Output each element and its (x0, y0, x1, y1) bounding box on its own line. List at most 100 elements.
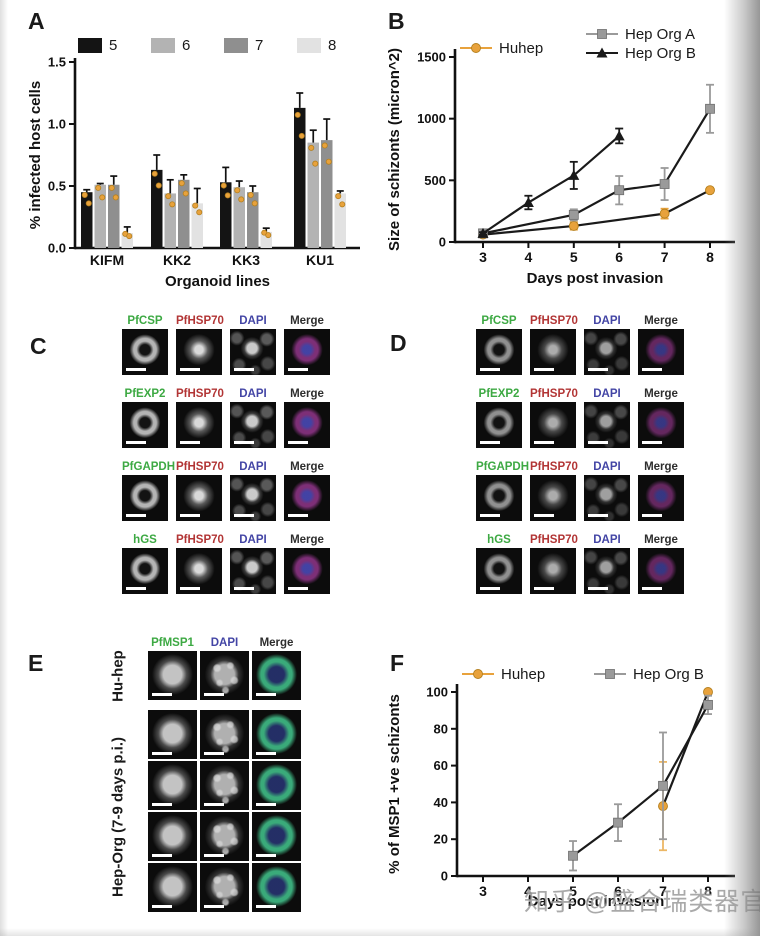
micrograph-blob (200, 863, 249, 912)
scale-bar (534, 368, 554, 371)
micrograph-cell (584, 402, 630, 448)
micrograph-cell (148, 651, 197, 700)
data-point (196, 209, 203, 216)
legend-label: Hep Org A (625, 25, 696, 43)
scale-bar (288, 368, 308, 371)
x-axis-title: Days post invasion (527, 270, 664, 287)
y-tick-label: 80 (434, 721, 448, 736)
y-tick-label: 0.0 (48, 241, 66, 256)
micrograph-blob (284, 329, 330, 375)
channel-label: Merge (290, 315, 324, 327)
micrograph-row-block: PfCSP PfHSP70 DAPI Merge (476, 315, 684, 375)
micrograph-header-row: PfEXP2 PfHSP70 DAPI Merge (476, 388, 684, 400)
channel-label: DAPI (593, 315, 621, 327)
bar (191, 203, 203, 248)
data-point (81, 191, 88, 198)
micrograph-cell (638, 402, 684, 448)
category-label: KK3 (232, 252, 260, 268)
series-marker-square (597, 29, 607, 39)
micrograph-row (148, 812, 301, 861)
channel-label: PfGAPDH (122, 461, 176, 473)
channel-label: hGS (487, 534, 511, 546)
y-axis-title: % infected host cells (28, 81, 44, 229)
micrograph-blob (284, 548, 330, 594)
micrograph-blob (122, 475, 168, 521)
channel-label: DAPI (593, 534, 621, 546)
bar-chart-infected-cells: 0.0 0.5 1.0 1.5 KIFM KK2 KK3 KU1 Organoid lines%… (28, 55, 360, 290)
micrograph-blob (148, 710, 197, 759)
line-legend-item: Huhep (462, 666, 545, 683)
scale-bar (288, 514, 308, 517)
bar-legend-item: 6 (151, 36, 191, 54)
channel-label: DAPI (239, 461, 267, 473)
micrograph-cell (284, 475, 330, 521)
micrograph-header-row: PfCSP PfHSP70 DAPI Merge (122, 315, 330, 327)
data-point (112, 194, 119, 201)
scale-bar (126, 441, 146, 444)
micrograph-cell (122, 548, 168, 594)
scale-bar (480, 368, 500, 371)
channel-label: Merge (644, 388, 678, 400)
scale-bar (480, 514, 500, 517)
data-point (265, 232, 272, 239)
micrograph-blob (530, 402, 576, 448)
scale-bar (180, 441, 200, 444)
x-tick-label: 4 (525, 249, 533, 265)
data-point (220, 182, 227, 189)
scale-bar (256, 854, 276, 857)
micrograph-row-block: PfEXP2 PfHSP70 DAPI Merge (476, 388, 684, 448)
data-point (155, 182, 162, 189)
micrograph-cell (476, 402, 522, 448)
data-point (234, 187, 241, 194)
channel-label: DAPI (239, 388, 267, 400)
micrograph-row (122, 402, 330, 448)
y-tick-label: 100 (426, 685, 448, 700)
scale-bar (126, 514, 146, 517)
scale-bar (642, 587, 662, 590)
micrograph-cell (252, 812, 301, 861)
micrograph-cell (284, 329, 330, 375)
data-point (165, 193, 172, 200)
channel-label: DAPI (593, 388, 621, 400)
bar (164, 193, 176, 248)
legend-label: 8 (328, 36, 337, 54)
y-tick-label: 1000 (417, 111, 446, 126)
category-label: KIFM (90, 252, 124, 268)
micrograph-blob (638, 402, 684, 448)
scale-bar (588, 514, 608, 517)
channel-label: PfHSP70 (176, 388, 224, 400)
micrograph-header-row: PfGAPDH PfHSP70 DAPI Merge (476, 461, 684, 473)
channel-label: Merge (644, 461, 678, 473)
channel-label: PfEXP2 (478, 388, 520, 400)
page-edge-shadow-bottom (0, 928, 760, 936)
scale-bar (534, 587, 554, 590)
series-line (572, 704, 709, 857)
bar (220, 182, 232, 248)
x-tick-label: 8 (704, 883, 712, 899)
x-tick-label: 3 (479, 883, 487, 899)
micrograph-blob (122, 329, 168, 375)
series-line (661, 691, 710, 807)
series-marker-square (703, 699, 713, 710)
channel-label: DAPI (239, 534, 267, 546)
x-axis-title: Days post invasion (528, 893, 665, 910)
scale-bar (288, 587, 308, 590)
x-tick-label: 4 (524, 883, 532, 899)
micrograph-blob (148, 651, 197, 700)
data-point (151, 170, 158, 177)
category-label: KK2 (163, 252, 191, 268)
data-point (308, 144, 315, 151)
scale-bar (480, 441, 500, 444)
scale-bar (234, 514, 254, 517)
line-legend-item: Hep Org A (586, 25, 696, 43)
scale-bar (204, 752, 224, 755)
micrograph-blob (584, 329, 630, 375)
channel-label: PfHSP70 (176, 315, 224, 327)
legend-marker-icon (594, 669, 626, 679)
channel-label: hGS (133, 534, 157, 546)
micrograph-cell (530, 329, 576, 375)
legend-label: 6 (182, 36, 191, 54)
micrograph-row (476, 402, 684, 448)
scale-bar (234, 368, 254, 371)
